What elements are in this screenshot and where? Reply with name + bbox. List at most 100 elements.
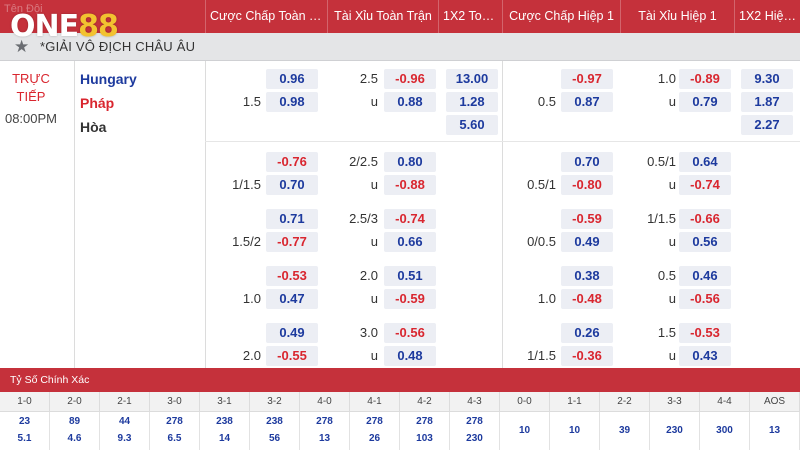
- ft-handicap-odds[interactable]: 0.49: [266, 323, 318, 343]
- ft-1x2-odds[interactable]: 13.00: [446, 69, 498, 89]
- ft-over-under-odds[interactable]: 0.66: [384, 232, 436, 252]
- score-odds-away[interactable]: 103: [416, 433, 433, 444]
- score-odds[interactable]: 39: [618, 425, 631, 436]
- ft-over-under-odds[interactable]: 0.48: [384, 346, 436, 366]
- score-odds-cell[interactable]: 278 103: [400, 412, 450, 450]
- score-odds-cell[interactable]: 39: [600, 412, 650, 450]
- h1-1x2-odds[interactable]: 9.30: [741, 69, 793, 89]
- h1-handicap-odds[interactable]: -0.80: [561, 175, 613, 195]
- ft-over-under-odds[interactable]: -0.56: [384, 323, 436, 343]
- h1-over-under-odds[interactable]: 0.56: [679, 232, 731, 252]
- h1-over-under-odds[interactable]: -0.74: [679, 175, 731, 195]
- ft-over-under-odds[interactable]: -0.96: [384, 69, 436, 89]
- h1-1x2-odds[interactable]: 1.87: [741, 92, 793, 112]
- score-odds[interactable]: 10: [568, 425, 581, 436]
- h1-handicap-odds[interactable]: 0.87: [561, 92, 613, 112]
- ft-over-under-odds[interactable]: -0.59: [384, 289, 436, 309]
- score-odds-cell[interactable]: 10: [550, 412, 600, 450]
- score-odds-away[interactable]: 9.3: [117, 433, 132, 444]
- h1-over-under-odds[interactable]: 0.46: [679, 266, 731, 286]
- score-odds-cell[interactable]: 278 230: [450, 412, 500, 450]
- h1-over-under-odds[interactable]: -0.66: [679, 209, 731, 229]
- score-odds-home[interactable]: 89: [68, 416, 81, 427]
- score-odds-home[interactable]: 278: [316, 416, 333, 427]
- ft-handicap-odds[interactable]: -0.77: [266, 232, 318, 252]
- h1-handicap-odds[interactable]: 0.38: [561, 266, 613, 286]
- score-odds-cell[interactable]: 10: [500, 412, 550, 450]
- header-ft-1x2[interactable]: 1X2 Toàn Trận: [438, 0, 502, 33]
- h1-handicap-odds[interactable]: -0.59: [561, 209, 613, 229]
- score-odds-home[interactable]: 44: [118, 416, 131, 427]
- ft-over-under-odds[interactable]: -0.74: [384, 209, 436, 229]
- score-odds-cell[interactable]: 300: [700, 412, 750, 450]
- ft-over-under-odds[interactable]: 0.88: [384, 92, 436, 112]
- league-row[interactable]: ★ *GIẢI VÔ ĐỊCH CHÂU ÂU: [0, 33, 800, 61]
- ft-handicap-odds[interactable]: -0.76: [266, 152, 318, 172]
- live-status: TRỰC TIẾP: [12, 71, 50, 104]
- h1-over-under-odds[interactable]: -0.53: [679, 323, 731, 343]
- h1-over-under-odds[interactable]: -0.89: [679, 69, 731, 89]
- score-odds[interactable]: 13: [768, 425, 781, 436]
- score-odds-home[interactable]: 238: [216, 416, 233, 427]
- ft-handicap-odds[interactable]: 0.98: [266, 92, 318, 112]
- h1-handicap-odds[interactable]: -0.48: [561, 289, 613, 309]
- score-odds-home[interactable]: 278: [366, 416, 383, 427]
- ft-over-under-odds[interactable]: 0.80: [384, 152, 436, 172]
- h1-1x2-odds[interactable]: 2.27: [741, 115, 793, 135]
- score-odds-away[interactable]: 230: [466, 433, 483, 444]
- h1-over-under-odds[interactable]: -0.56: [679, 289, 731, 309]
- column-divider: [502, 61, 503, 368]
- score-odds-cell[interactable]: 230: [650, 412, 700, 450]
- score-odds-away[interactable]: 14: [218, 433, 231, 444]
- score-odds-cell[interactable]: 238 14: [200, 412, 250, 450]
- score-odds-home[interactable]: 278: [416, 416, 433, 427]
- ft-handicap-odds[interactable]: 0.71: [266, 209, 318, 229]
- score-odds-cell[interactable]: 278 26: [350, 412, 400, 450]
- score-odds-home[interactable]: 278: [166, 416, 183, 427]
- header-h1-handicap[interactable]: Cược Chấp Hiệp 1: [502, 0, 620, 33]
- score-odds-cell[interactable]: 23 5.1: [0, 412, 50, 450]
- h1-over-under-odds[interactable]: 0.79: [679, 92, 731, 112]
- score-odds-home[interactable]: 23: [18, 416, 31, 427]
- score-label: 0-0: [500, 392, 550, 412]
- ft-over-under-odds[interactable]: -0.88: [384, 175, 436, 195]
- ft-1x2-odds[interactable]: 1.28: [446, 92, 498, 112]
- score-odds-home[interactable]: 238: [266, 416, 283, 427]
- h1-handicap-odds[interactable]: -0.97: [561, 69, 613, 89]
- ft-over-under-odds[interactable]: 0.51: [384, 266, 436, 286]
- h1-over-under-odds[interactable]: 0.64: [679, 152, 731, 172]
- score-odds[interactable]: 230: [666, 425, 683, 436]
- score-odds-away[interactable]: 6.5: [167, 433, 182, 444]
- score-odds-cell[interactable]: 278 6.5: [150, 412, 200, 450]
- favorite-star-icon[interactable]: ★: [14, 37, 30, 56]
- ft-handicap-odds[interactable]: -0.55: [266, 346, 318, 366]
- h1-over-under-odds[interactable]: 0.43: [679, 346, 731, 366]
- score-odds-cell[interactable]: 89 4.6: [50, 412, 100, 450]
- score-odds-away[interactable]: 5.1: [17, 433, 32, 444]
- score-odds-away[interactable]: 4.6: [67, 433, 82, 444]
- header-h1-1x2[interactable]: 1X2 Hiệp 1: [734, 0, 800, 33]
- score-odds-home[interactable]: 278: [466, 416, 483, 427]
- ft-handicap-odds[interactable]: 0.47: [266, 289, 318, 309]
- header-ft-handicap[interactable]: Cược Chấp Toàn Trận: [205, 0, 327, 33]
- ft-handicap-odds[interactable]: 0.70: [266, 175, 318, 195]
- h1-handicap-line: 0/0.5: [527, 234, 556, 249]
- h1-handicap-odds[interactable]: 0.70: [561, 152, 613, 172]
- ft-1x2-odds[interactable]: 5.60: [446, 115, 498, 135]
- score-odds-away[interactable]: 13: [318, 433, 331, 444]
- ft-handicap-odds[interactable]: -0.53: [266, 266, 318, 286]
- score-odds-cell[interactable]: 44 9.3: [100, 412, 150, 450]
- h1-handicap-odds[interactable]: 0.49: [561, 232, 613, 252]
- score-odds-cell[interactable]: 238 56: [250, 412, 300, 450]
- ft-handicap-odds[interactable]: 0.96: [266, 69, 318, 89]
- header-ft-over-under[interactable]: Tài Xỉu Toàn Trận: [327, 0, 438, 33]
- h1-handicap-odds[interactable]: -0.36: [561, 346, 613, 366]
- score-odds[interactable]: 300: [716, 425, 733, 436]
- h1-handicap-odds[interactable]: 0.26: [561, 323, 613, 343]
- score-odds-cell[interactable]: 278 13: [300, 412, 350, 450]
- score-odds-away[interactable]: 26: [368, 433, 381, 444]
- score-odds-away[interactable]: 56: [268, 433, 281, 444]
- score-odds-cell[interactable]: 13: [750, 412, 800, 450]
- score-odds[interactable]: 10: [518, 425, 531, 436]
- header-h1-over-under[interactable]: Tài Xỉu Hiệp 1: [620, 0, 734, 33]
